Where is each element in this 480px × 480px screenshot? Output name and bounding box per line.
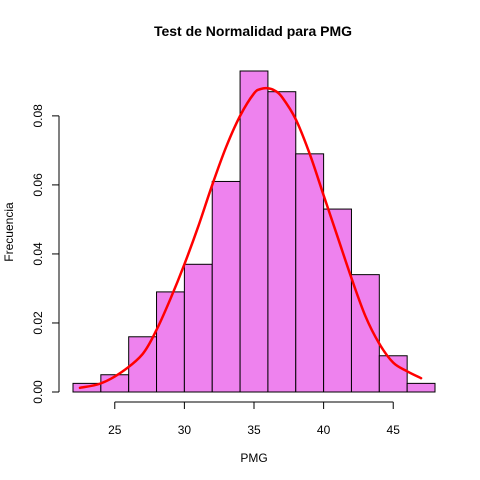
x-tick-label: 35 — [247, 423, 261, 437]
histogram-bar — [407, 383, 435, 392]
y-axis-label: Frecuencia — [2, 202, 16, 262]
y-tick-label: 0.08 — [31, 104, 45, 128]
x-tick-label: 45 — [387, 423, 401, 437]
y-axis: 0.00 0.02 0.04 0.06 0.08 — [31, 104, 59, 404]
x-tick-label: 30 — [178, 423, 192, 437]
y-tick-label: 0.04 — [31, 242, 45, 266]
chart-title: Test de Normalidad para PMG — [154, 23, 352, 39]
histogram-bar — [296, 154, 324, 392]
x-tick-label: 40 — [317, 423, 331, 437]
histogram-bar — [240, 71, 268, 392]
histogram-bar — [268, 92, 296, 392]
x-axis: 25 30 35 40 45 — [108, 402, 400, 437]
histogram-bar — [212, 181, 240, 392]
histogram-bar — [184, 264, 212, 392]
x-tick-label: 25 — [108, 423, 122, 437]
x-axis-label: PMG — [240, 451, 267, 465]
y-tick-label: 0.06 — [31, 173, 45, 197]
histogram-bar — [157, 292, 185, 392]
y-tick-label: 0.02 — [31, 311, 45, 335]
y-tick-label: 0.00 — [31, 380, 45, 404]
